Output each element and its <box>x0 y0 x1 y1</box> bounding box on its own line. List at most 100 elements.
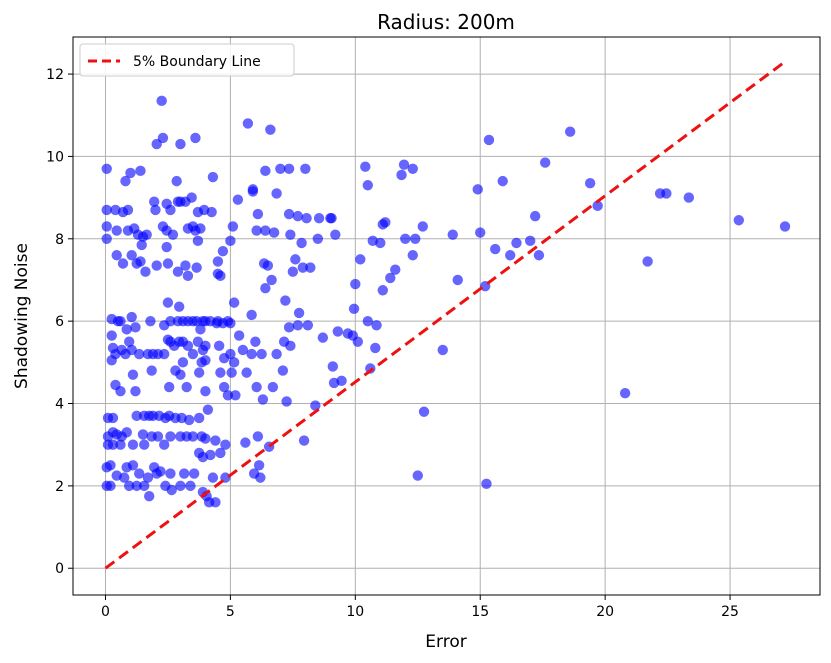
data-point <box>362 315 374 327</box>
data-point <box>277 365 289 376</box>
data-point <box>172 266 184 277</box>
chart-title: Radius: 200m <box>377 10 515 34</box>
data-point <box>225 318 236 329</box>
data-point <box>285 340 296 352</box>
data-point <box>452 274 463 286</box>
data-point <box>200 355 211 366</box>
data-point <box>146 365 157 376</box>
data-point <box>121 324 132 335</box>
data-point <box>490 243 501 255</box>
data-point <box>107 439 119 450</box>
data-point <box>292 320 304 331</box>
data-point <box>163 381 175 393</box>
data-point <box>185 480 196 492</box>
data-point <box>233 330 245 341</box>
data-point <box>166 484 177 496</box>
data-point <box>253 460 265 471</box>
data-point <box>105 480 116 492</box>
data-point <box>150 204 161 216</box>
data-point <box>481 478 492 490</box>
data-point <box>202 404 214 415</box>
data-point <box>105 460 116 471</box>
data-point <box>511 237 522 249</box>
x-tick-label: 20 <box>596 604 614 620</box>
data-point <box>412 470 423 481</box>
data-point <box>137 429 149 440</box>
data-point <box>300 163 311 174</box>
data-point <box>215 367 226 378</box>
data-point <box>505 250 516 261</box>
data-point <box>148 196 160 207</box>
data-point <box>122 204 134 216</box>
data-point <box>265 124 276 135</box>
data-point <box>250 336 261 347</box>
data-point <box>124 480 135 492</box>
data-point <box>298 435 310 446</box>
data-point <box>251 381 262 393</box>
data-point <box>145 315 156 327</box>
data-point <box>642 256 653 267</box>
data-point <box>246 309 257 321</box>
data-point <box>126 250 137 261</box>
data-point <box>175 369 186 380</box>
data-point <box>187 431 199 442</box>
data-points <box>101 95 791 508</box>
data-point <box>266 274 277 286</box>
data-point <box>101 204 112 216</box>
data-point <box>533 250 545 261</box>
data-point <box>227 221 239 232</box>
data-point <box>186 192 197 203</box>
data-point <box>130 322 141 333</box>
y-axis-title: Shadowing Noise <box>12 243 32 389</box>
data-point <box>260 165 271 177</box>
data-point <box>529 210 541 222</box>
data-point <box>165 468 176 479</box>
data-point <box>165 204 176 216</box>
data-point <box>162 258 174 269</box>
data-point <box>171 175 182 187</box>
data-point <box>167 229 179 240</box>
data-point <box>158 439 170 450</box>
data-point <box>281 396 292 407</box>
data-point <box>257 394 269 405</box>
data-point <box>117 258 129 269</box>
data-point <box>437 344 448 356</box>
data-point <box>195 223 206 234</box>
data-point <box>120 175 131 187</box>
data-point <box>240 437 251 448</box>
data-point <box>267 381 279 393</box>
data-point <box>348 303 360 314</box>
data-point <box>131 480 142 492</box>
data-point <box>370 342 381 354</box>
data-point <box>385 272 396 284</box>
data-point <box>375 237 386 249</box>
data-point <box>305 262 316 273</box>
data-point <box>107 412 119 424</box>
data-point <box>177 357 189 368</box>
plot-frame <box>72 36 821 596</box>
data-point <box>283 322 295 333</box>
data-point <box>232 194 244 205</box>
data-point <box>134 348 145 360</box>
y-tick-label: 10 <box>46 149 64 165</box>
data-point <box>139 480 150 492</box>
data-point <box>142 472 154 483</box>
data-point <box>268 227 280 238</box>
data-point <box>252 431 264 442</box>
data-point <box>733 215 745 226</box>
data-point <box>247 184 259 195</box>
data-point <box>191 262 202 273</box>
y-tick-label: 0 <box>55 561 64 577</box>
data-point <box>352 336 364 347</box>
data-point <box>212 256 224 267</box>
data-point <box>251 225 262 236</box>
data-point <box>390 264 401 275</box>
data-point <box>175 138 186 150</box>
data-point <box>180 260 191 271</box>
data-point <box>271 188 282 199</box>
data-point <box>127 460 139 471</box>
data-point <box>193 412 205 424</box>
data-point <box>200 340 211 352</box>
data-point <box>260 225 271 236</box>
y-tick-label: 12 <box>46 67 64 83</box>
